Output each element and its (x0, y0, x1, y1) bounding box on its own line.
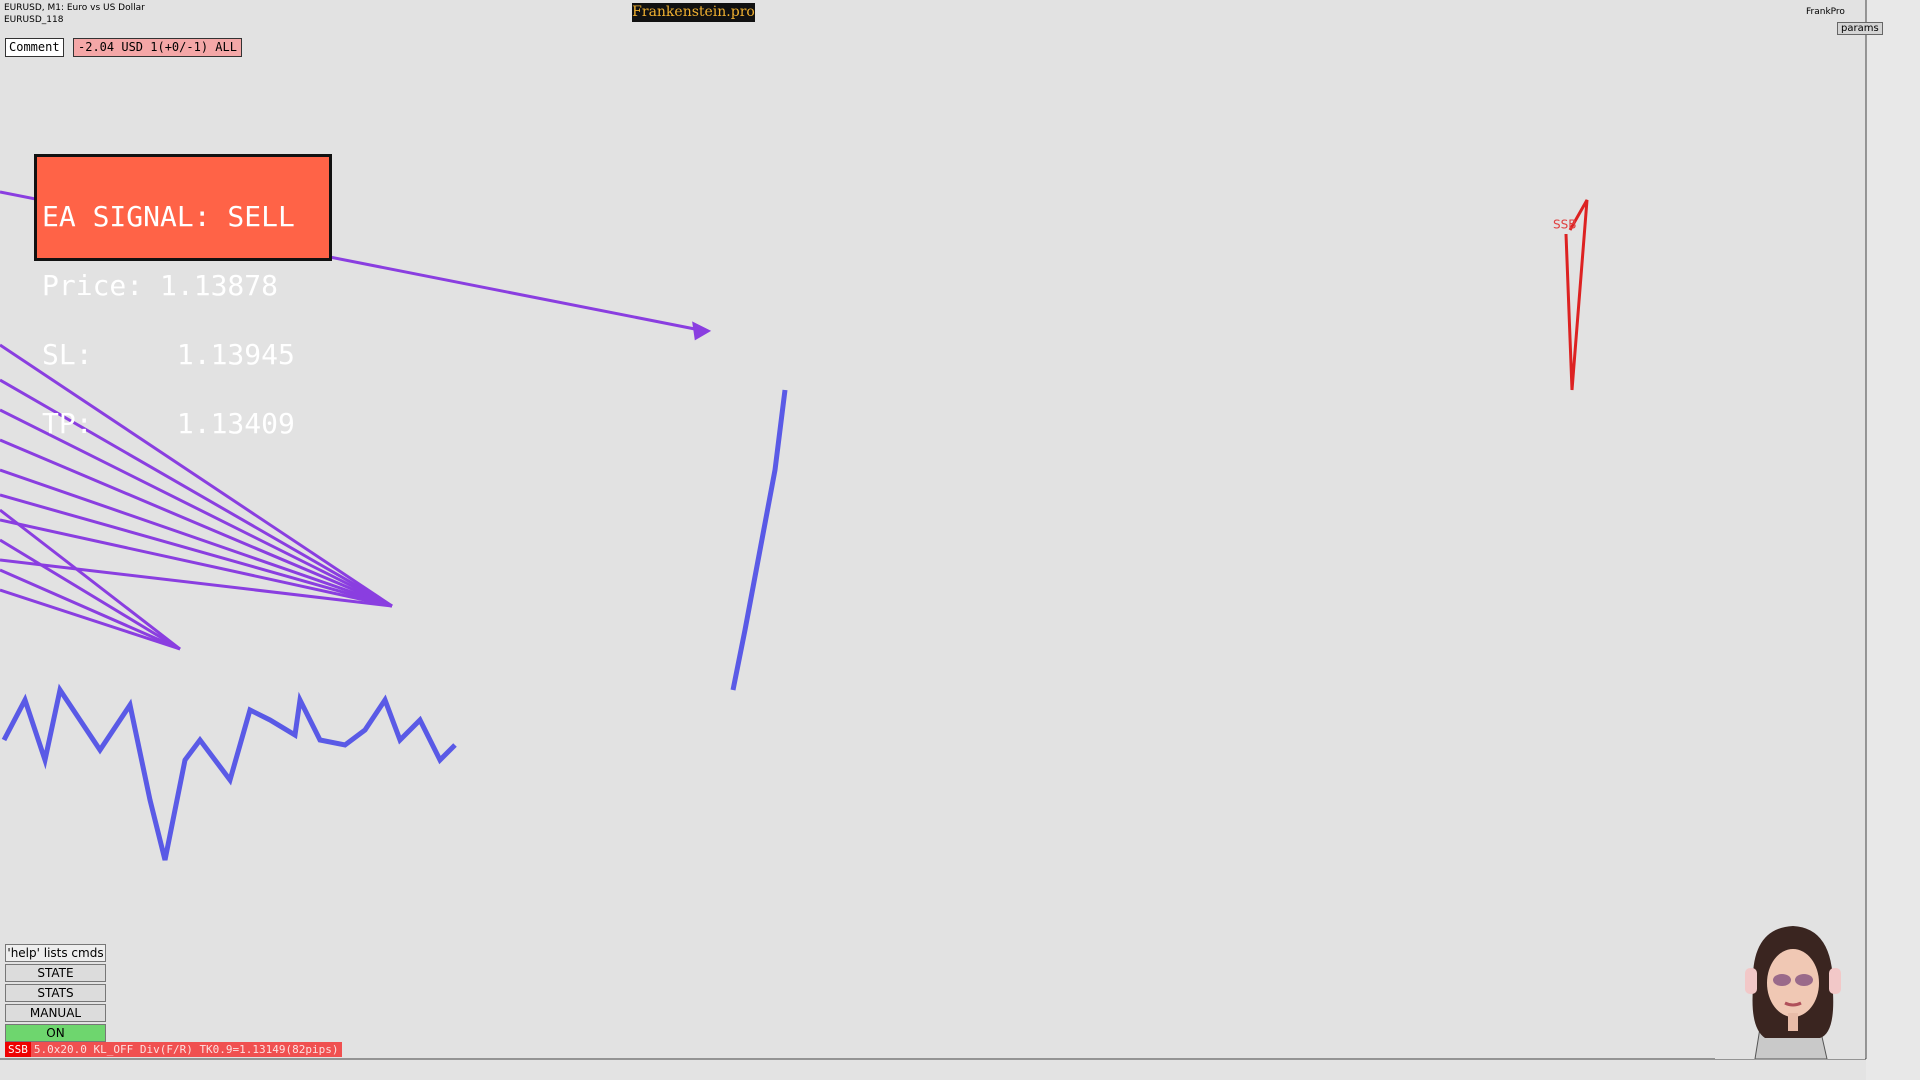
signal-line: Price: 1.13878 (42, 269, 279, 302)
price-axis (1866, 0, 1920, 1080)
avatar (1715, 918, 1865, 1060)
subtitle: EURUSD_118 (4, 15, 64, 25)
brand: Frankenstein.pro (632, 3, 755, 22)
signal-box: EA SIGNAL: SELL Price: 1.13878 SL: 1.139… (34, 154, 332, 438)
status-tag: SSB (5, 1042, 31, 1057)
trend-lines (0, 190, 712, 651)
stats-button[interactable]: STATS (5, 984, 106, 1002)
signal-shape (1564, 199, 1589, 391)
signal-title: EA SIGNAL: SELL (42, 200, 295, 233)
indicator (1, 389, 788, 861)
comment-value: -2.04 USD 1(+0/-1) ALL (73, 38, 242, 57)
signal-line: TP: 1.13409 (42, 407, 295, 440)
comment-label: Comment (5, 38, 64, 57)
annotation: SSB (1553, 218, 1576, 232)
signal-line: SL: 1.13945 (42, 338, 295, 371)
symbol: EURUSD, M1: Euro vs US Dollar (4, 3, 145, 13)
state-button[interactable]: STATE (5, 964, 106, 982)
status-bar: SSB 5.0x20.0 KL_OFF Div(F/R) TK0.9=1.131… (5, 1042, 342, 1057)
status-text: 5.0x20.0 KL_OFF Div(F/R) TK0.9=1.13149(8… (30, 1042, 342, 1057)
help-button[interactable]: 'help' lists cmds (5, 944, 106, 962)
manual-button[interactable]: MANUAL (5, 1004, 106, 1022)
account: FrankPro (1806, 7, 1845, 17)
on-button[interactable]: ON (5, 1024, 106, 1042)
params-button[interactable]: params (1837, 22, 1883, 35)
